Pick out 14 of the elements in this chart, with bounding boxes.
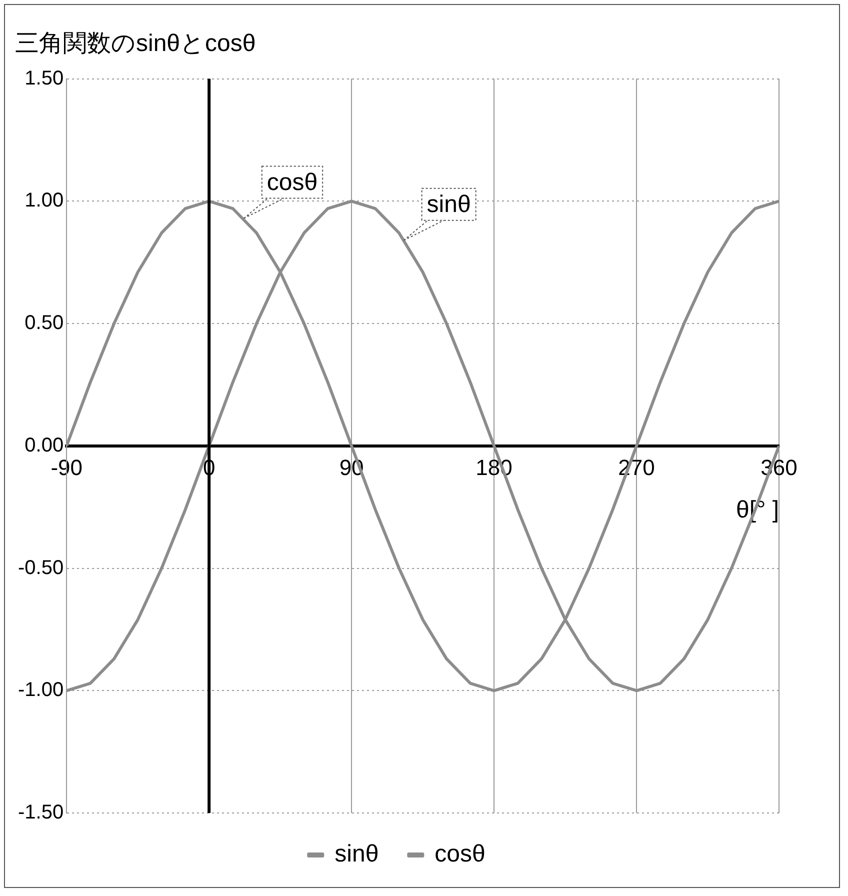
annotation: sinθ <box>426 190 471 218</box>
y-tick-label: -0.50 <box>18 556 64 579</box>
y-tick-label: 0.50 <box>24 312 64 334</box>
chart-title: 三角関数のsinθとcosθ <box>15 30 256 58</box>
y-tick-label: -1.50 <box>18 802 64 824</box>
y-tick-label: 0.00 <box>24 434 64 456</box>
annotation: cosθ <box>266 168 318 196</box>
x-tick-label: -90 <box>50 455 82 480</box>
legend-label: sinθ <box>334 840 379 868</box>
y-tick-label: -1.00 <box>18 679 64 702</box>
y-tick-label: 1.00 <box>24 190 64 212</box>
legend-label: cosθ <box>434 840 486 868</box>
x-tick-label: 270 <box>618 455 655 480</box>
y-tick-label: 1.50 <box>24 67 64 90</box>
